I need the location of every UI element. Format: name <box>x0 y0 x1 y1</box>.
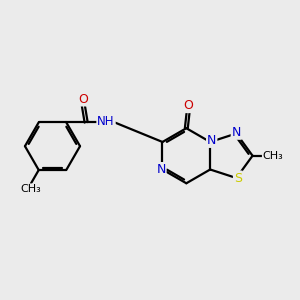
Text: CH₃: CH₃ <box>263 151 284 161</box>
Text: S: S <box>234 172 242 184</box>
Text: N: N <box>232 126 241 139</box>
Text: O: O <box>78 92 88 106</box>
Text: N: N <box>207 134 216 147</box>
Text: NH: NH <box>97 115 115 128</box>
Text: N: N <box>156 163 166 176</box>
Text: CH₃: CH₃ <box>20 184 41 194</box>
Text: O: O <box>183 99 193 112</box>
